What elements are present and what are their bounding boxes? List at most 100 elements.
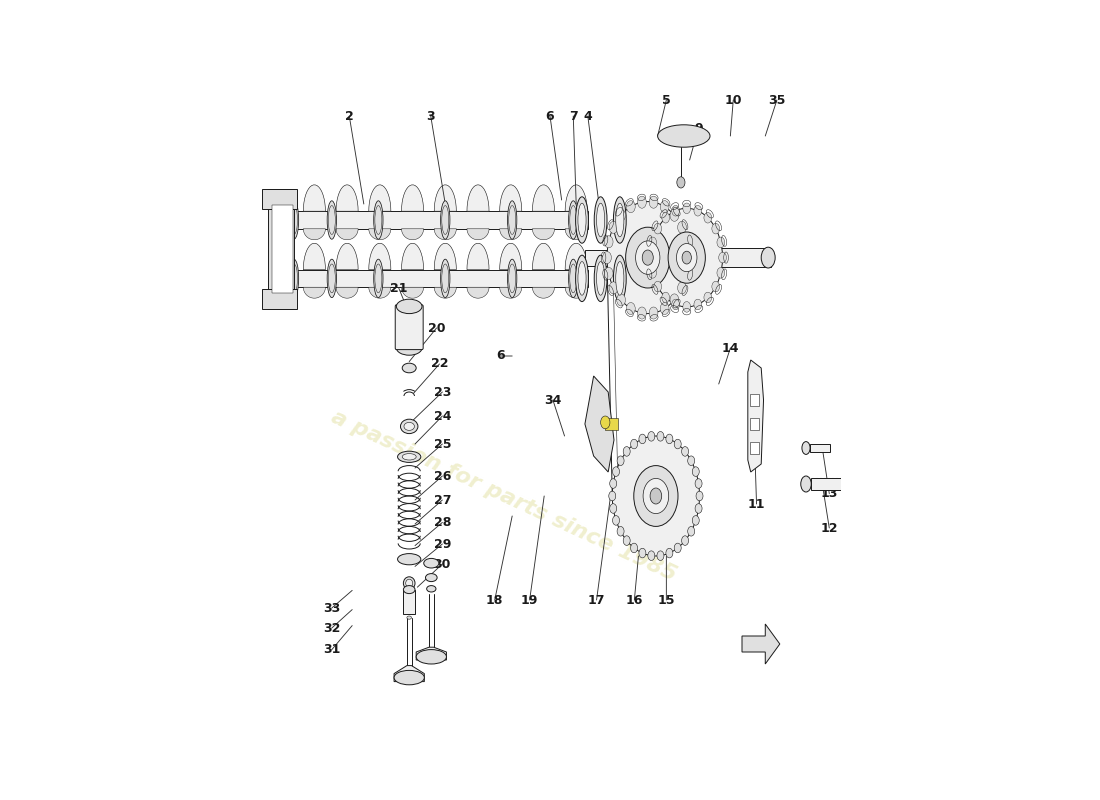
Ellipse shape — [596, 203, 605, 237]
Polygon shape — [565, 185, 587, 211]
Circle shape — [660, 302, 669, 314]
Circle shape — [717, 237, 725, 248]
Circle shape — [674, 543, 681, 553]
Circle shape — [668, 232, 705, 283]
Circle shape — [630, 543, 638, 553]
Circle shape — [682, 251, 692, 264]
Polygon shape — [499, 243, 521, 270]
Ellipse shape — [416, 650, 447, 664]
Circle shape — [603, 251, 612, 264]
Polygon shape — [434, 287, 456, 298]
Polygon shape — [416, 647, 447, 660]
Circle shape — [657, 551, 664, 561]
Text: 23: 23 — [433, 386, 451, 398]
Text: 32: 32 — [323, 622, 341, 634]
Text: 6: 6 — [496, 350, 505, 362]
Bar — [273, 205, 293, 293]
Ellipse shape — [569, 201, 578, 239]
Text: 25: 25 — [433, 438, 451, 450]
Circle shape — [657, 431, 664, 441]
Ellipse shape — [569, 259, 578, 298]
Ellipse shape — [427, 586, 436, 592]
Circle shape — [626, 201, 635, 213]
Polygon shape — [434, 243, 456, 270]
Circle shape — [626, 227, 670, 288]
Circle shape — [624, 446, 630, 456]
Polygon shape — [742, 624, 780, 664]
Text: 4: 4 — [583, 110, 592, 122]
Text: 21: 21 — [390, 282, 407, 294]
Polygon shape — [304, 229, 326, 240]
Ellipse shape — [802, 442, 810, 454]
Polygon shape — [565, 287, 587, 298]
Bar — [585, 250, 648, 266]
Text: 26: 26 — [433, 470, 451, 482]
Bar — [810, 444, 830, 452]
Text: 18: 18 — [486, 594, 504, 606]
Polygon shape — [304, 185, 326, 211]
Polygon shape — [748, 360, 763, 472]
Circle shape — [613, 466, 619, 476]
Ellipse shape — [404, 577, 415, 590]
Polygon shape — [434, 185, 456, 211]
Ellipse shape — [441, 259, 450, 298]
Circle shape — [676, 243, 697, 272]
Text: 22: 22 — [431, 358, 448, 370]
Text: 15: 15 — [658, 594, 675, 606]
Text: a passion for parts since 1985: a passion for parts since 1985 — [328, 407, 680, 585]
Ellipse shape — [397, 451, 421, 462]
Polygon shape — [402, 229, 424, 240]
Circle shape — [678, 222, 686, 234]
FancyBboxPatch shape — [395, 305, 424, 350]
Circle shape — [666, 434, 673, 444]
Text: 3: 3 — [427, 110, 434, 122]
Polygon shape — [304, 243, 326, 270]
Polygon shape — [532, 287, 554, 298]
Ellipse shape — [403, 454, 416, 460]
Circle shape — [639, 434, 646, 444]
Bar — [292, 211, 587, 229]
Polygon shape — [434, 229, 456, 240]
Circle shape — [649, 307, 658, 319]
Polygon shape — [336, 243, 359, 270]
Polygon shape — [466, 185, 490, 211]
Bar — [262, 289, 297, 309]
Polygon shape — [499, 229, 521, 240]
Circle shape — [609, 222, 618, 234]
Circle shape — [688, 456, 695, 466]
Ellipse shape — [407, 616, 411, 619]
Circle shape — [644, 478, 669, 514]
Circle shape — [683, 302, 691, 312]
Circle shape — [613, 516, 619, 526]
Text: 24: 24 — [433, 410, 451, 422]
Ellipse shape — [761, 247, 776, 268]
Circle shape — [674, 439, 681, 449]
Bar — [292, 270, 587, 287]
Text: 19: 19 — [521, 594, 538, 606]
Ellipse shape — [578, 262, 586, 295]
Ellipse shape — [594, 197, 607, 243]
Circle shape — [695, 504, 702, 514]
Ellipse shape — [374, 259, 383, 298]
Circle shape — [630, 439, 638, 449]
Ellipse shape — [404, 586, 415, 594]
Circle shape — [653, 282, 661, 292]
Polygon shape — [336, 185, 359, 211]
Bar — [262, 190, 297, 210]
Circle shape — [636, 241, 660, 274]
Text: 17: 17 — [587, 594, 605, 606]
Bar — [749, 394, 759, 406]
Circle shape — [601, 416, 609, 429]
Circle shape — [682, 536, 689, 546]
Text: 6: 6 — [546, 110, 554, 122]
Circle shape — [609, 478, 617, 488]
Text: 16: 16 — [626, 594, 644, 606]
Circle shape — [696, 491, 703, 501]
Text: 33: 33 — [323, 602, 340, 614]
Polygon shape — [402, 287, 424, 298]
Polygon shape — [532, 185, 554, 211]
Circle shape — [648, 431, 654, 441]
Polygon shape — [466, 243, 490, 270]
Ellipse shape — [400, 419, 418, 434]
Circle shape — [613, 436, 700, 556]
